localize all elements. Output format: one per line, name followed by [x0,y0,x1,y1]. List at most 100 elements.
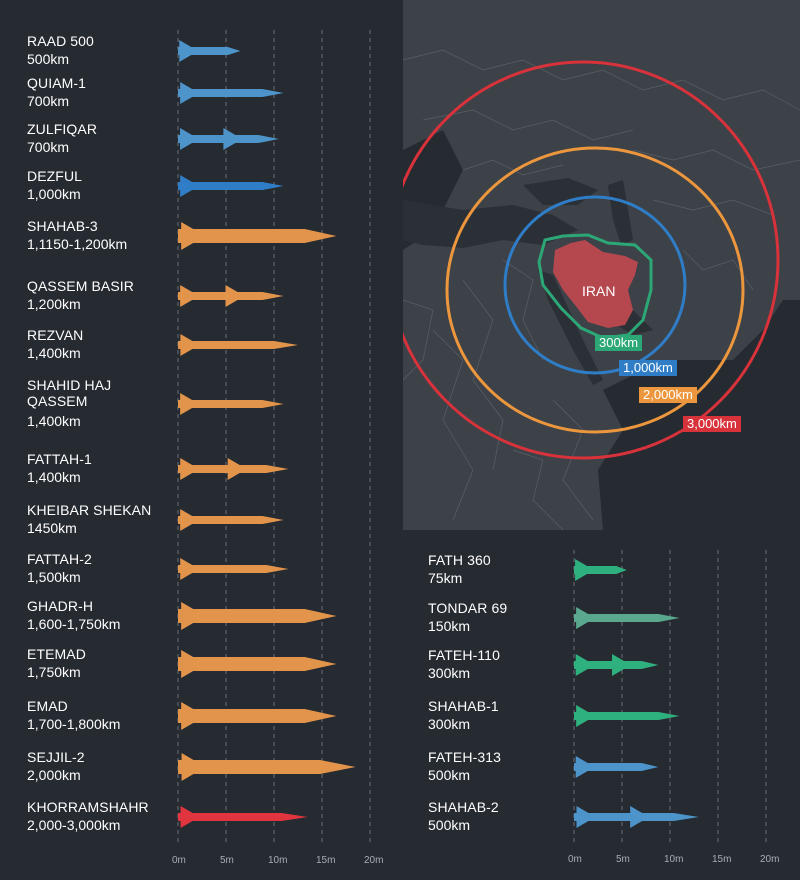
scale-tick-label: 15m [316,855,336,866]
missile-fin [180,458,193,480]
missile-fin [180,128,193,150]
missile-silhouette [178,334,298,356]
missile-fin [179,40,192,62]
missile-fin [612,654,625,676]
missile-silhouette [178,285,284,307]
missile-name: FATEH-313 [428,749,501,765]
border-line [462,159,564,176]
missile-range: 1,500km [27,569,81,585]
missile-name: KHORRAMSHAHR [27,799,149,815]
missile-range: 150km [428,618,471,634]
missile-range: 700km [27,139,70,155]
missile-silhouette [178,509,284,531]
missile-silhouette [178,806,308,828]
iran-label: IRAN [582,283,616,299]
missile-fin [576,705,589,727]
range-map: IRAN 300km 1,000km 2,000km 3,000km [386,0,800,531]
missile-fin [180,509,193,531]
range-label-2000km: 2,000km [639,387,697,403]
missile-body [178,400,284,408]
missile-name-line: SHAHAB-3 [27,218,98,234]
border-line [512,449,564,531]
missile-fin [180,334,193,356]
border-line [632,149,800,171]
missile-fin [181,222,194,250]
missile-range: 1,400km [27,413,81,429]
missile-fin [180,82,193,104]
scale-tick-label: 15m [712,854,732,865]
missile-silhouette [178,393,284,415]
missile-body [178,609,337,623]
missile-range: 700km [27,93,70,109]
missile-range: 500km [428,817,471,833]
missile-range: 300km [428,665,471,681]
missile-silhouette [178,650,337,678]
missile-range: 1,700-1,800km [27,716,121,732]
scale-tick-label: 10m [268,855,288,866]
missile-fin [576,607,589,629]
missile-fin [180,806,193,828]
missile-name-line: DEZFUL [27,168,83,184]
missile-silhouette [574,806,699,828]
range-label-1000km: 1,000km [619,360,677,376]
scale-tick-label: 0m [172,855,186,866]
missile-name-line: SHAHAB-2 [428,799,499,815]
missile-name-line: QASSEM [27,393,88,409]
ring-1000km [503,195,687,375]
border-line [432,329,474,521]
missile-silhouette [574,756,659,778]
missile-body [178,657,337,671]
scale-tick-label: 10m [664,854,684,865]
missile-silhouette [178,222,337,250]
missile-fin [180,285,193,307]
missile-name-line: QUIAM-1 [27,75,87,91]
missile-name-line: FATEH-110 [428,647,500,663]
map-graphic [386,49,800,531]
border-line [552,399,594,521]
missile-silhouette [178,40,241,62]
missile-silhouette [178,558,289,580]
missile-body [574,763,659,771]
missile-name: QUIAM-1 [27,75,86,91]
missile-silhouette [574,559,627,581]
missile-silhouette [178,753,356,781]
missile-name-line: FATTAH-1 [27,451,92,467]
missile-name: REZVAN [27,327,83,343]
missile-silhouette [178,702,337,730]
missile-fin [575,654,588,676]
missile-name-line: SHAHID HAJ [27,377,112,393]
missile-fin [181,650,194,678]
missile-fin [227,458,240,480]
missile-silhouette [178,82,284,104]
missile-range: 500km [428,767,471,783]
missile-name: ETEMAD [27,646,86,662]
missile-body [178,89,284,97]
missile-name-line: FATTAH-2 [27,551,92,567]
missile-body [178,516,284,524]
long-range-missile-panel: RAAD 500 500km QUIAM-1 700km ZULFIQAR 700km DE… [27,30,383,866]
missile-silhouette [178,602,337,630]
black-sea-water [523,178,598,205]
missile-fin [181,602,194,630]
missile-name-line: KHORRAMSHAHR [27,799,149,815]
missile-name-line: REZVAN [27,327,84,343]
missile-name: FATTAH-2 [27,551,92,567]
missile-silhouette [178,458,289,480]
missile-name: SEJJIL-2 [27,749,85,765]
missile-body [178,47,241,55]
missile-fin [575,756,588,778]
mediterranean-water [403,200,578,248]
missile-name: TONDAR 69 [428,600,507,616]
missile-body [178,182,284,190]
missile-fin [630,806,643,828]
border-line [402,49,800,111]
missile-body [574,813,699,821]
missile-fin [576,806,589,828]
missile-body [178,813,308,821]
missile-body [178,709,337,723]
missile-name: SHAHID HAJ QASSEM [27,377,111,409]
missile-fin [575,559,588,581]
missile-name-line: RAAD 500 [27,33,94,49]
missile-name-line: TONDAR 69 [428,600,508,616]
border-line [422,109,634,141]
